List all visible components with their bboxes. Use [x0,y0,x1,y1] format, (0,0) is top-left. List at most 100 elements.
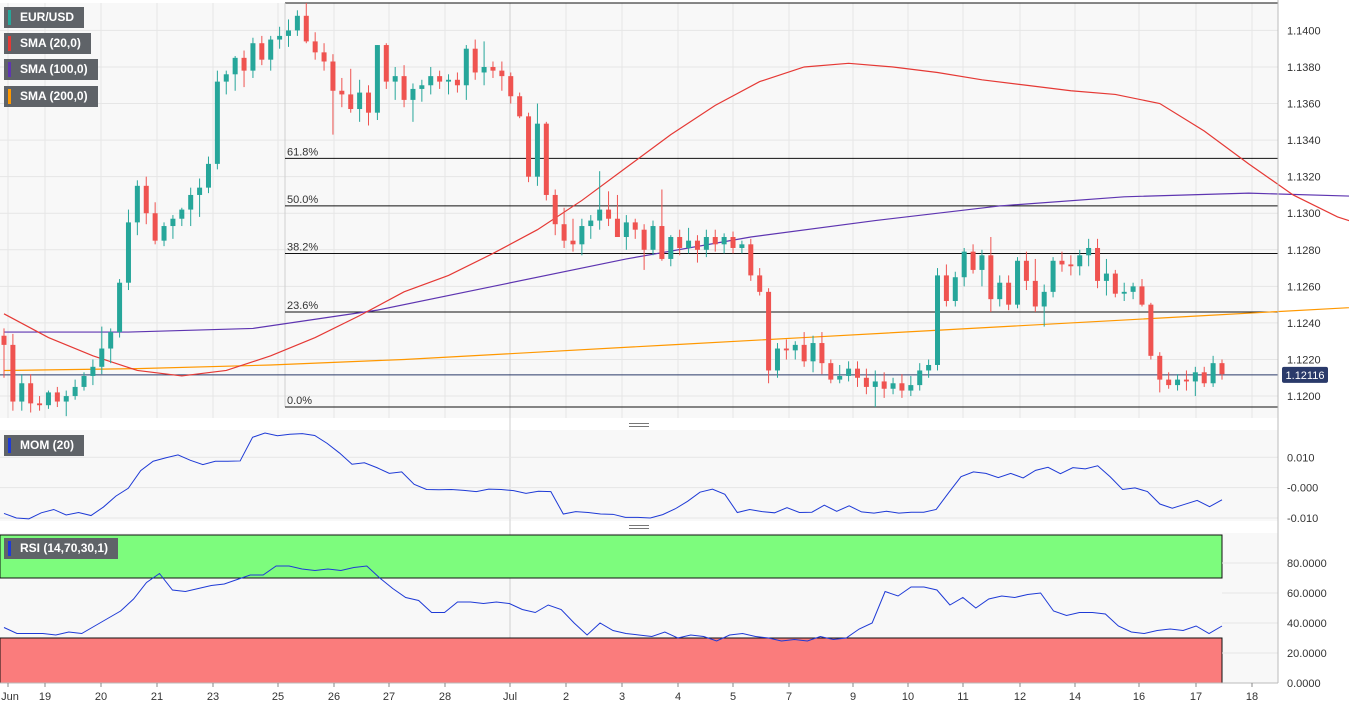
candle-body [99,348,105,367]
x-tick-label: Jul [503,691,517,703]
candle-body [321,52,327,62]
legend-swatch-sma200 [8,89,11,104]
candle-body [890,383,896,389]
candle-body [854,368,860,378]
candle-body [1103,273,1109,281]
candle-body [410,88,416,100]
candle-body [641,229,647,250]
candle-body [268,39,274,60]
candle-body [366,92,372,113]
legend-swatch-sma20 [8,36,11,51]
candle-body [188,194,194,210]
candle-body [454,79,460,86]
candle-body [988,255,994,300]
legend-sma100[interactable]: SMA (100,0) [4,59,98,80]
candle-body [694,240,700,250]
price-ytick-label: 1.1300 [1287,208,1321,220]
legend-label-sma20: SMA (20,0) [20,36,81,50]
candle-body [623,222,629,238]
legend-rsi[interactable]: RSI (14,70,30,1) [4,538,119,559]
legend-label-rsi: RSI (14,70,30,1) [20,541,109,555]
pane-splitter-price-momentum[interactable] [629,423,649,427]
x-tick-label: 17 [1190,691,1202,703]
candle-body [926,364,932,371]
candle-body [259,43,265,60]
candle-body [872,381,878,387]
rsi-oversold-zone [0,637,1223,684]
candle-body [1210,363,1216,384]
rsi-line [3,565,1223,642]
candle-body [1095,247,1101,281]
candle-body [881,381,887,389]
last-price-badge [1282,366,1328,383]
candle-body [686,240,692,248]
candle-body [312,41,318,53]
candle-body [250,43,256,71]
candle-body [241,57,247,71]
candle-body [650,226,656,250]
candle-body [748,244,754,276]
candle-body [659,226,665,259]
candle-body [1139,286,1145,305]
candle-body [677,237,683,248]
candle-body [1157,355,1163,380]
x-tick-label: 27 [383,691,395,703]
candle-body [374,45,380,113]
candle-body [152,213,158,241]
x-tick-label: 5 [730,691,736,703]
candle-body [579,226,585,245]
candle-body [721,237,727,245]
candle-body [997,282,1003,300]
candle-body [517,96,523,117]
price-ytick-label: 1.1360 [1287,99,1321,111]
price-ytick-label: 1.1380 [1287,62,1321,74]
candle-body [1148,304,1154,356]
last-price-label: 1.12116 [1286,370,1325,382]
candle-body [801,344,807,362]
candle-body [606,209,612,219]
candle-body [819,343,825,364]
candle-body [339,90,345,95]
candle-body [437,76,443,82]
sma20-line [3,62,1349,377]
candle-body [908,385,914,391]
x-tick-label: 25 [272,691,284,703]
candle-body [330,61,336,91]
legend-symbol[interactable]: EUR/USD [4,7,85,28]
candle-body [214,81,220,164]
candle-body [54,392,60,402]
x-tick-label: Jun [1,691,19,703]
candle-body [1201,372,1207,384]
candle-body [1041,291,1047,307]
legend-sma200[interactable]: SMA (200,0) [4,86,98,107]
x-tick-label: 12 [1014,691,1026,703]
candle-body [81,375,87,387]
candle-body [348,94,354,110]
candle-body [561,224,567,241]
candle-body [1175,379,1181,386]
x-tick-label: 20 [95,691,107,703]
candle-body [90,366,96,376]
legend-label-momentum: MOM (20) [20,438,74,452]
legend-sma20[interactable]: SMA (20,0) [4,33,91,54]
x-tick-label: 2 [563,691,569,703]
x-tick-label: 21 [151,691,163,703]
candle-body [490,66,496,71]
candle-body [703,237,709,250]
pane-splitter-momentum-rsi[interactable] [629,525,649,529]
candle-body [534,123,540,177]
rsi-ytick-label: 60.0000 [1287,588,1327,600]
x-tick-label: 16 [1133,691,1145,703]
x-tick-label: 10 [902,691,914,703]
candle-body [828,363,834,380]
candle-body [117,282,123,333]
momentum-pane-bg [0,430,1278,521]
candle-body [1015,260,1021,305]
candle-body [1032,280,1038,307]
candle-body [1166,379,1172,386]
legend-swatch-momentum [8,438,11,453]
legend-momentum[interactable]: MOM (20) [4,435,84,456]
rsi-overbought-zone [0,534,1223,579]
candle-body [668,237,674,259]
